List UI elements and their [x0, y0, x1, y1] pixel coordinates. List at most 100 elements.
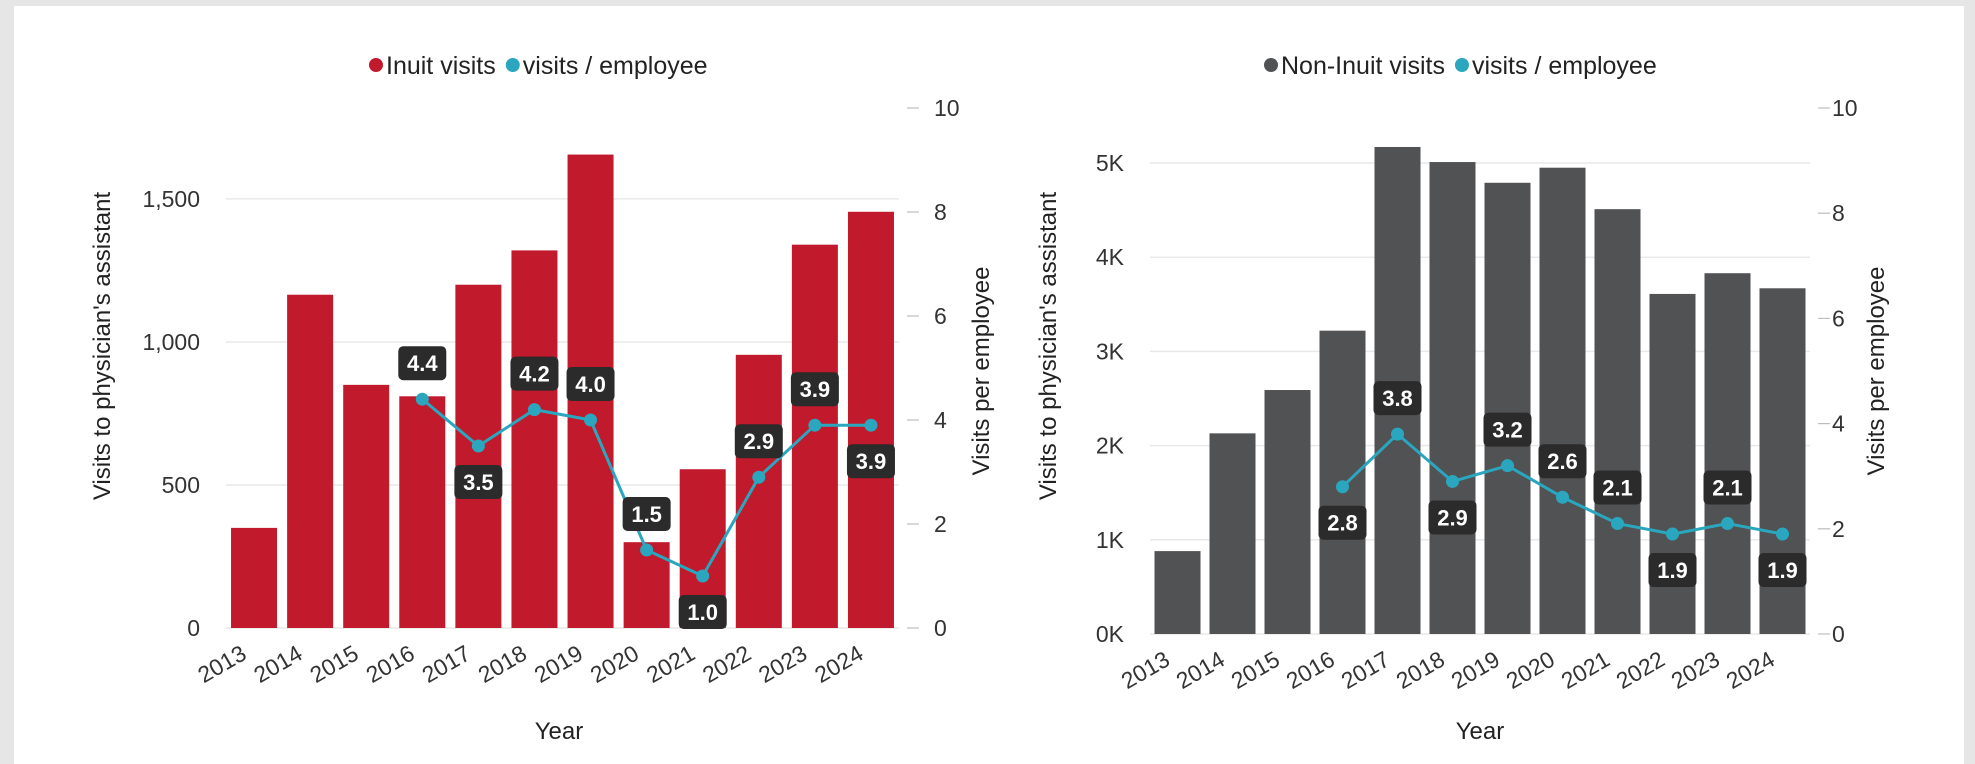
- y-tick-label: 4K: [1096, 244, 1125, 270]
- bar[interactable]: [287, 294, 334, 628]
- bar[interactable]: [1154, 551, 1201, 634]
- bar[interactable]: [1594, 209, 1641, 634]
- line-point[interactable]: [1501, 459, 1514, 473]
- data-label-bg: [1648, 553, 1697, 588]
- line-point[interactable]: [527, 403, 541, 417]
- data-label: 1.9: [1648, 553, 1697, 588]
- line-point[interactable]: [1556, 490, 1569, 504]
- bar[interactable]: [511, 250, 558, 628]
- legend: Non-Inuit visits visits / employee: [1264, 52, 1657, 80]
- line-point[interactable]: [1336, 480, 1349, 494]
- line-point[interactable]: [696, 569, 710, 583]
- x-tick-label: 2016: [1282, 646, 1339, 694]
- data-label-text: 2.1: [1602, 476, 1633, 501]
- x-tick-label: 2014: [1172, 646, 1229, 694]
- line-point[interactable]: [1446, 474, 1459, 488]
- data-label-text: 1.9: [1767, 558, 1798, 583]
- x-tick-label: 2014: [249, 640, 306, 688]
- x-tick-label: 2016: [361, 640, 418, 688]
- y-tick-label: 5K: [1096, 150, 1125, 176]
- y2-axis-title: Visits per employee: [1863, 267, 1890, 476]
- data-label-text: 4.0: [575, 372, 606, 397]
- y2-tick-label: 10: [934, 95, 960, 121]
- legend: Inuit visits visits / employee: [369, 52, 708, 80]
- data-label-bg: [1758, 553, 1807, 588]
- y2-tick-label: 4: [1832, 411, 1845, 437]
- y2-tick-label: 8: [934, 199, 947, 225]
- x-tick-label: 2020: [586, 640, 643, 688]
- line-point[interactable]: [1721, 517, 1734, 531]
- bar[interactable]: [231, 527, 278, 628]
- line-point[interactable]: [1666, 527, 1679, 541]
- data-label: 2.9: [734, 424, 783, 459]
- y-axis-title: Visits to physician's assistant: [1035, 192, 1062, 501]
- y-tick-label: 1,500: [142, 186, 200, 212]
- line-point[interactable]: [1391, 427, 1404, 441]
- line-point[interactable]: [752, 470, 766, 484]
- line-point[interactable]: [415, 392, 429, 406]
- data-label-text: 3.5: [463, 470, 494, 495]
- bar[interactable]: [399, 396, 446, 628]
- data-label: 1.5: [622, 497, 671, 531]
- data-label: 3.9: [846, 444, 895, 479]
- x-axis-title: Year: [535, 718, 584, 745]
- data-label-text: 3.8: [1382, 386, 1413, 411]
- data-label: 3.5: [454, 465, 503, 499]
- bar[interactable]: [1484, 182, 1531, 635]
- line-point[interactable]: [584, 413, 598, 427]
- line-point[interactable]: [808, 418, 822, 432]
- line-series: 2.8 3.8 2.9 3.2 2.6 2.1 1.9 2.1 1.9: [1318, 381, 1807, 588]
- bar[interactable]: [455, 284, 502, 628]
- data-label: 2.8: [1318, 505, 1367, 540]
- data-label-bg: [1593, 470, 1642, 505]
- legend-label: Non-Inuit visits: [1281, 52, 1445, 80]
- x-tick-label: 2022: [698, 640, 755, 688]
- data-label-bg: [1428, 500, 1477, 535]
- line-point[interactable]: [1611, 517, 1624, 531]
- x-axis-title: Year: [1456, 718, 1505, 745]
- gridlines: [226, 198, 899, 629]
- x-tick-label: 2022: [1612, 646, 1669, 694]
- bar[interactable]: [1209, 433, 1256, 634]
- bar[interactable]: [1704, 273, 1751, 634]
- y-tick-label: 0: [187, 615, 200, 641]
- data-label: 3.8: [1373, 381, 1422, 416]
- data-label-bg: [790, 372, 839, 407]
- bar[interactable]: [1264, 390, 1311, 634]
- bar[interactable]: [1539, 167, 1586, 634]
- x-tick-label: 2015: [305, 640, 362, 688]
- y2-tick-label: 6: [934, 303, 947, 329]
- bar[interactable]: [735, 354, 782, 628]
- bar[interactable]: [791, 244, 838, 629]
- y-tick-label: 3K: [1096, 338, 1125, 364]
- legend-marker: [1264, 58, 1278, 72]
- y2-tick-label: 4: [934, 407, 947, 433]
- gridlines: [1150, 162, 1810, 635]
- x-tick-label: 2017: [1337, 646, 1394, 694]
- x-tick-label: 2019: [1447, 646, 1504, 694]
- y2-tick-label: 10: [1832, 95, 1858, 121]
- y2-tick-label: 2: [1832, 516, 1845, 542]
- line-point[interactable]: [471, 439, 485, 453]
- x-tick-label: 2013: [193, 640, 250, 688]
- data-label-text: 2.8: [1327, 511, 1358, 536]
- data-label-text: 2.9: [1437, 505, 1468, 530]
- data-label: 1.9: [1758, 553, 1807, 588]
- data-label-text: 2.9: [743, 429, 774, 454]
- y2-tick-label: 0: [1832, 621, 1845, 647]
- data-label-text: 1.0: [687, 600, 718, 625]
- line-point[interactable]: [1776, 527, 1789, 541]
- data-label-bg: [846, 444, 895, 479]
- bar[interactable]: [343, 384, 390, 628]
- data-label: 2.9: [1428, 500, 1477, 535]
- data-label-bg: [1373, 381, 1422, 416]
- bar[interactable]: [1429, 162, 1476, 635]
- line-point[interactable]: [640, 543, 654, 557]
- line-point[interactable]: [864, 418, 878, 432]
- data-label-bg: [734, 424, 783, 459]
- legend-marker: [369, 58, 383, 72]
- x-tick-label: 2017: [418, 640, 475, 688]
- data-label: 3.2: [1483, 412, 1532, 447]
- data-label: 2.6: [1538, 444, 1587, 479]
- x-tick-label: 2020: [1502, 646, 1559, 694]
